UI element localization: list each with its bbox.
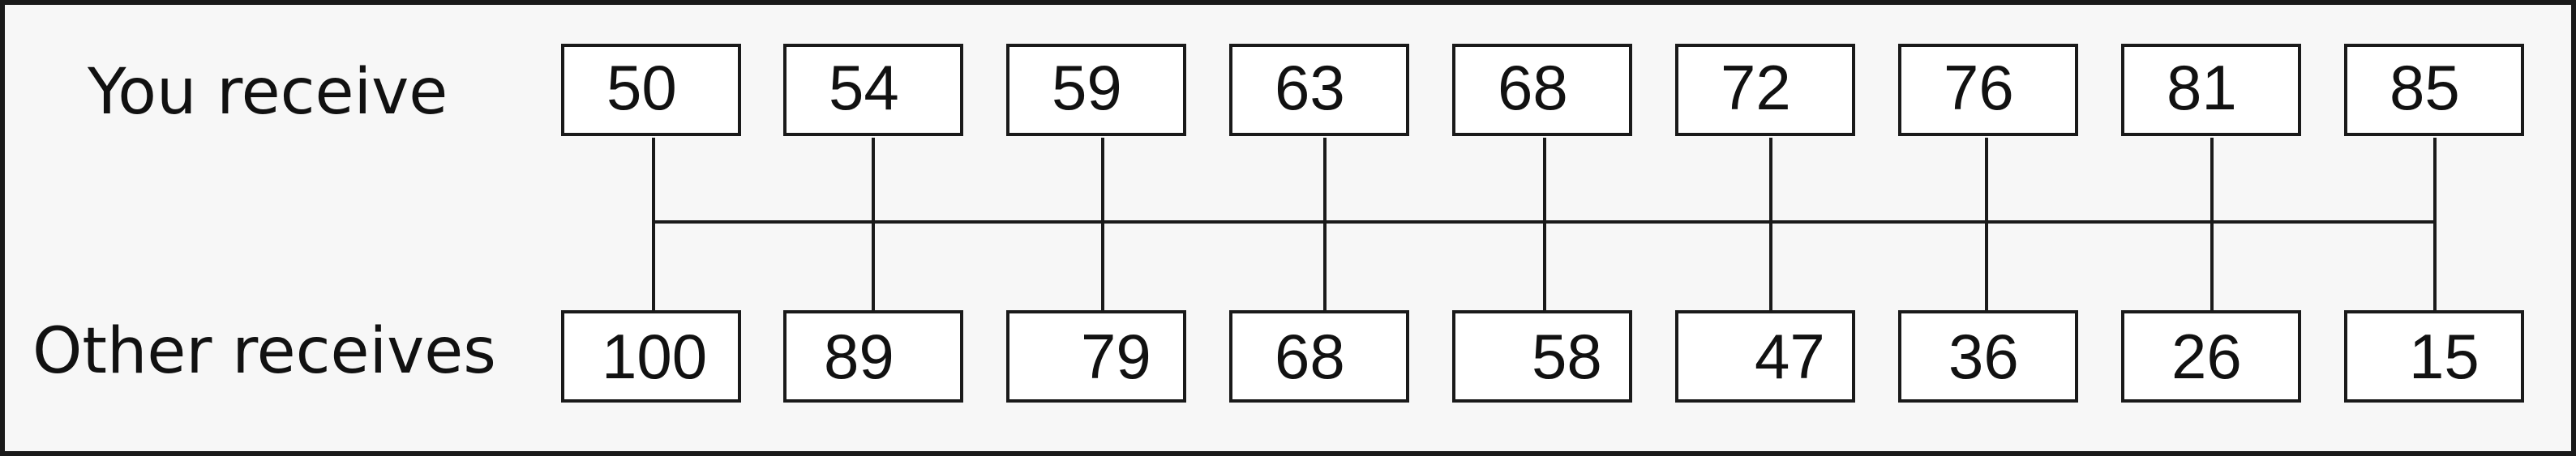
other-receives-value: 68 <box>1275 321 1345 392</box>
you-receive-label: You receive <box>87 56 448 129</box>
you-receive-box <box>2344 44 2524 136</box>
other-receives-value: 15 <box>2409 321 2480 392</box>
you-receive-value: 76 <box>1944 52 2014 123</box>
option-column[interactable]: 50 100 <box>561 44 741 403</box>
other-receives-box <box>1006 310 1186 403</box>
you-receive-box <box>2121 44 2301 136</box>
other-receives-value: 100 <box>602 321 707 392</box>
you-receive-box <box>783 44 963 136</box>
you-receive-value: 63 <box>1275 52 1345 123</box>
option-columns: 50 100 54 89 59 79 63 68 68 58 72 47 76 36 81 26 85 15 <box>561 44 2524 403</box>
other-receives-box <box>1675 310 1855 403</box>
other-receives-value: 58 <box>1532 321 1602 392</box>
option-column[interactable]: 81 26 <box>2121 44 2301 403</box>
other-receives-value: 79 <box>1081 321 1151 392</box>
option-column[interactable]: 63 68 <box>1229 44 1409 403</box>
other-receives-box <box>1898 310 2078 403</box>
option-column[interactable]: 72 47 <box>1675 44 1855 403</box>
other-receives-value: 26 <box>2171 321 2242 392</box>
you-receive-value: 59 <box>1052 52 1122 123</box>
option-column[interactable]: 68 58 <box>1452 44 1632 403</box>
other-receives-box <box>1452 310 1632 403</box>
you-receive-value: 54 <box>829 52 899 123</box>
you-receive-value: 72 <box>1721 52 1791 123</box>
other-receives-box <box>783 310 963 403</box>
other-receives-value: 47 <box>1755 321 1825 392</box>
other-receives-box <box>561 310 741 403</box>
you-receive-value: 68 <box>1498 52 1568 123</box>
other-receives-box <box>2121 310 2301 403</box>
other-receives-box <box>1229 310 1409 403</box>
you-receive-value: 50 <box>606 52 677 123</box>
other-receives-value: 36 <box>1948 321 2019 392</box>
option-column[interactable]: 76 36 <box>1898 44 2078 403</box>
option-column[interactable]: 59 79 <box>1006 44 1186 403</box>
other-receives-value: 89 <box>824 321 894 392</box>
you-receive-box <box>561 44 741 136</box>
you-receive-box <box>1452 44 1632 136</box>
you-receive-box <box>1675 44 1855 136</box>
option-column[interactable]: 85 15 <box>2344 44 2524 403</box>
other-receives-box <box>2344 310 2524 403</box>
you-receive-value: 81 <box>2167 52 2237 123</box>
option-column[interactable]: 54 89 <box>783 44 963 403</box>
you-receive-value: 85 <box>2390 52 2460 123</box>
you-receive-box <box>1229 44 1409 136</box>
you-receive-box <box>1006 44 1186 136</box>
other-receives-label: Other receives <box>32 315 496 388</box>
you-receive-box <box>1898 44 2078 136</box>
